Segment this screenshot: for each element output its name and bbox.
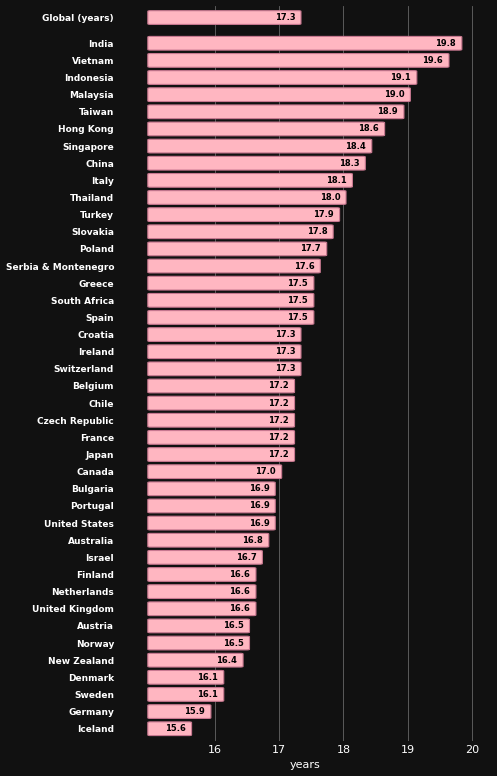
FancyBboxPatch shape: [148, 585, 256, 598]
FancyBboxPatch shape: [148, 636, 249, 650]
FancyBboxPatch shape: [148, 225, 333, 238]
FancyBboxPatch shape: [148, 362, 301, 376]
FancyBboxPatch shape: [148, 208, 339, 221]
Text: 16.9: 16.9: [248, 484, 269, 494]
FancyBboxPatch shape: [148, 174, 352, 187]
FancyBboxPatch shape: [148, 670, 224, 684]
Text: 19.8: 19.8: [435, 39, 456, 48]
Text: 19.0: 19.0: [384, 90, 405, 99]
Text: 15.6: 15.6: [165, 724, 186, 733]
FancyBboxPatch shape: [148, 105, 404, 119]
Text: 19.6: 19.6: [422, 56, 443, 65]
FancyBboxPatch shape: [148, 54, 449, 68]
FancyBboxPatch shape: [148, 722, 191, 736]
Text: 17.3: 17.3: [274, 365, 295, 373]
FancyBboxPatch shape: [148, 71, 417, 85]
FancyBboxPatch shape: [148, 293, 314, 307]
Text: 19.1: 19.1: [390, 73, 411, 82]
FancyBboxPatch shape: [148, 139, 372, 153]
Text: 16.7: 16.7: [236, 553, 256, 562]
FancyBboxPatch shape: [148, 36, 462, 50]
FancyBboxPatch shape: [148, 499, 275, 513]
FancyBboxPatch shape: [148, 705, 211, 719]
Text: 18.1: 18.1: [326, 176, 347, 185]
Text: 17.2: 17.2: [268, 450, 289, 459]
FancyBboxPatch shape: [148, 11, 301, 24]
Text: 17.2: 17.2: [268, 382, 289, 390]
Text: 16.6: 16.6: [229, 587, 250, 596]
Text: 17.5: 17.5: [287, 313, 308, 322]
Text: 18.6: 18.6: [358, 124, 379, 133]
Text: 18.3: 18.3: [339, 159, 359, 168]
FancyBboxPatch shape: [148, 482, 275, 496]
FancyBboxPatch shape: [148, 327, 301, 341]
FancyBboxPatch shape: [148, 397, 295, 410]
Text: 17.3: 17.3: [274, 347, 295, 356]
FancyBboxPatch shape: [148, 242, 327, 256]
Text: 17.3: 17.3: [274, 13, 295, 22]
FancyBboxPatch shape: [148, 345, 301, 359]
Text: 17.5: 17.5: [287, 279, 308, 288]
Text: 16.9: 16.9: [248, 501, 269, 511]
FancyBboxPatch shape: [148, 156, 365, 170]
FancyBboxPatch shape: [148, 465, 282, 479]
Text: 16.6: 16.6: [229, 570, 250, 579]
Text: 17.8: 17.8: [307, 227, 328, 236]
FancyBboxPatch shape: [148, 516, 275, 530]
Text: 18.4: 18.4: [345, 141, 366, 151]
Text: 16.5: 16.5: [223, 622, 244, 630]
FancyBboxPatch shape: [148, 688, 224, 702]
FancyBboxPatch shape: [148, 310, 314, 324]
FancyBboxPatch shape: [148, 122, 385, 136]
Text: 16.8: 16.8: [242, 535, 263, 545]
Text: 16.1: 16.1: [197, 690, 218, 699]
FancyBboxPatch shape: [148, 379, 295, 393]
X-axis label: years: years: [289, 760, 320, 771]
Text: 17.5: 17.5: [287, 296, 308, 305]
Text: 17.6: 17.6: [294, 262, 315, 271]
FancyBboxPatch shape: [148, 414, 295, 427]
Text: 16.6: 16.6: [229, 605, 250, 613]
Text: 18.0: 18.0: [320, 193, 340, 202]
FancyBboxPatch shape: [148, 259, 320, 273]
FancyBboxPatch shape: [148, 191, 346, 204]
FancyBboxPatch shape: [148, 533, 269, 547]
FancyBboxPatch shape: [148, 448, 295, 462]
Text: 17.9: 17.9: [313, 210, 334, 219]
Text: 17.3: 17.3: [274, 330, 295, 339]
Text: 16.4: 16.4: [216, 656, 237, 665]
FancyBboxPatch shape: [148, 431, 295, 444]
Text: 18.9: 18.9: [378, 107, 398, 116]
Text: 16.1: 16.1: [197, 673, 218, 682]
Text: 17.2: 17.2: [268, 399, 289, 407]
Text: 16.9: 16.9: [248, 518, 269, 528]
FancyBboxPatch shape: [148, 653, 243, 667]
FancyBboxPatch shape: [148, 276, 314, 290]
FancyBboxPatch shape: [148, 602, 256, 615]
Text: 17.2: 17.2: [268, 433, 289, 442]
Text: 17.7: 17.7: [300, 244, 321, 254]
Text: 17.2: 17.2: [268, 416, 289, 424]
Text: 16.5: 16.5: [223, 639, 244, 647]
FancyBboxPatch shape: [148, 550, 262, 564]
FancyBboxPatch shape: [148, 567, 256, 581]
FancyBboxPatch shape: [148, 88, 411, 102]
FancyBboxPatch shape: [148, 619, 249, 632]
Text: 15.9: 15.9: [184, 707, 205, 716]
Text: 17.0: 17.0: [255, 467, 276, 476]
